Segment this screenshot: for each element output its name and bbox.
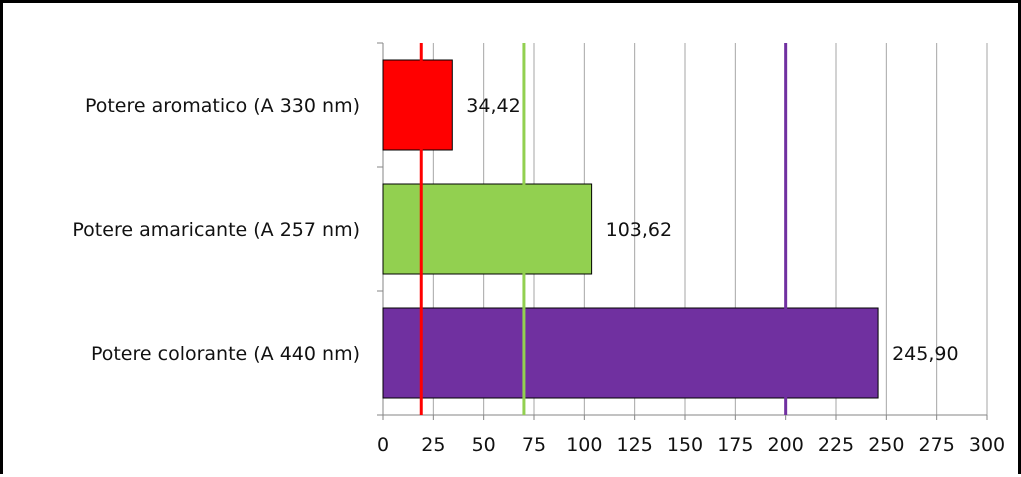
category-label-2: Potere amaricante (A 257 nm) xyxy=(72,219,360,241)
x-tick-label-150: 150 xyxy=(667,434,703,456)
bar-1 xyxy=(382,59,453,151)
x-tick-label-125: 125 xyxy=(617,434,653,456)
x-tick-label-0: 0 xyxy=(377,434,389,456)
data-label-2: 103,62 xyxy=(606,219,672,241)
x-tick-label-100: 100 xyxy=(566,434,602,456)
category-label-3: Potere colorante (A 440 nm) xyxy=(91,343,360,365)
x-tick-label-175: 175 xyxy=(717,434,753,456)
bar-2 xyxy=(382,183,593,275)
x-tick-label-200: 200 xyxy=(768,434,804,456)
x-tick-label-25: 25 xyxy=(421,434,445,456)
category-label-1: Potere aromatico (A 330 nm) xyxy=(85,95,360,117)
data-label-1: 34,42 xyxy=(466,95,520,117)
x-tick-label-250: 250 xyxy=(868,434,904,456)
x-tick-label-300: 300 xyxy=(969,434,1005,456)
x-tick-label-50: 50 xyxy=(472,434,496,456)
x-tick-label-275: 275 xyxy=(919,434,955,456)
x-tick-label-75: 75 xyxy=(522,434,546,456)
data-label-3: 245,90 xyxy=(892,343,958,365)
bar-3 xyxy=(382,307,879,399)
bar-chart: Potere aromatico (A 330 nm) 34,42 Potere a… xyxy=(72,42,1005,456)
x-tick-label-225: 225 xyxy=(818,434,854,456)
